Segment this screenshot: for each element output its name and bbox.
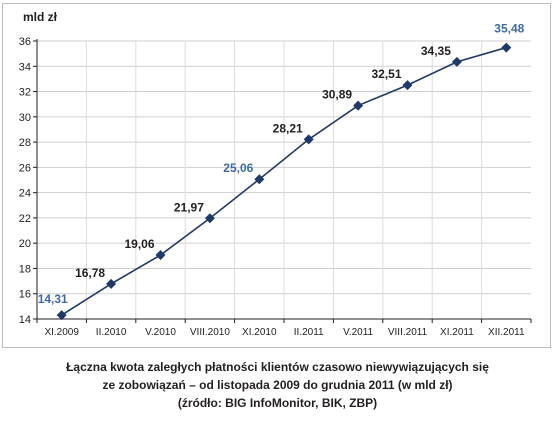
- x-tick-label: II.2011: [294, 327, 324, 338]
- data-label: 16,78: [75, 266, 105, 280]
- y-tick-label: 36: [19, 36, 31, 48]
- y-tick-label: 32: [19, 87, 31, 99]
- data-point: [451, 56, 462, 67]
- x-tick-label: XI.2011: [440, 327, 474, 338]
- data-point: [155, 250, 166, 261]
- x-tick-label: VIII.2011: [388, 327, 428, 338]
- data-point: [402, 80, 413, 91]
- y-tick-label: 22: [19, 213, 31, 225]
- x-tick-label: V.2011: [343, 327, 373, 338]
- y-axis-label: mld zł: [23, 10, 58, 24]
- chart-caption: Łączna kwota zaległych płatności klientó…: [0, 358, 555, 412]
- data-label: 35,48: [494, 22, 524, 36]
- x-tick-label: VIII.2010: [190, 327, 230, 338]
- data-point: [303, 134, 314, 145]
- x-tick-label: XI.2010: [242, 327, 277, 338]
- data-label: 32,51: [371, 67, 401, 81]
- y-tick-label: 14: [19, 314, 31, 326]
- data-point: [501, 42, 512, 53]
- y-tick-label: 26: [19, 162, 31, 174]
- y-tick-label: 28: [19, 137, 31, 149]
- data-point: [106, 278, 117, 289]
- x-tick-label: V.2010: [145, 327, 176, 338]
- data-label: 28,21: [273, 121, 303, 135]
- data-label: 30,89: [322, 88, 352, 102]
- data-label: 34,35: [421, 44, 451, 58]
- x-tick-label: II.2010: [96, 327, 127, 338]
- data-label: 14,31: [38, 292, 68, 306]
- series-line: [61, 46, 507, 316]
- y-tick-label: 16: [19, 289, 31, 301]
- data-label: 19,06: [124, 237, 154, 251]
- data-point: [254, 174, 265, 185]
- data-point: [204, 213, 215, 224]
- data-point: [56, 310, 67, 321]
- data-point: [353, 100, 364, 111]
- x-tick-label: XI.2009: [44, 327, 79, 338]
- x-tick-label: XII.2011: [488, 327, 525, 338]
- data-label: 25,06: [223, 161, 253, 175]
- caption-line-1: Łączna kwota zaległych płatności klientó…: [66, 360, 489, 374]
- caption-line-3: (źródło: BIG InfoMonitor, BIK, ZBP): [177, 396, 378, 410]
- y-tick-label: 24: [19, 188, 31, 200]
- y-tick-label: 20: [19, 238, 31, 250]
- line-chart: 14 16 18 20 22 24 26 28 30 32 34 36 mld zł XI.2009 II.…: [19, 10, 532, 338]
- data-label: 21,97: [174, 200, 204, 214]
- y-tick-label: 34: [19, 61, 31, 73]
- y-tick-label: 30: [19, 112, 31, 124]
- caption-line-2: ze zobowiązań – od listopada 2009 do gru…: [102, 378, 453, 392]
- y-tick-label: 18: [19, 263, 31, 275]
